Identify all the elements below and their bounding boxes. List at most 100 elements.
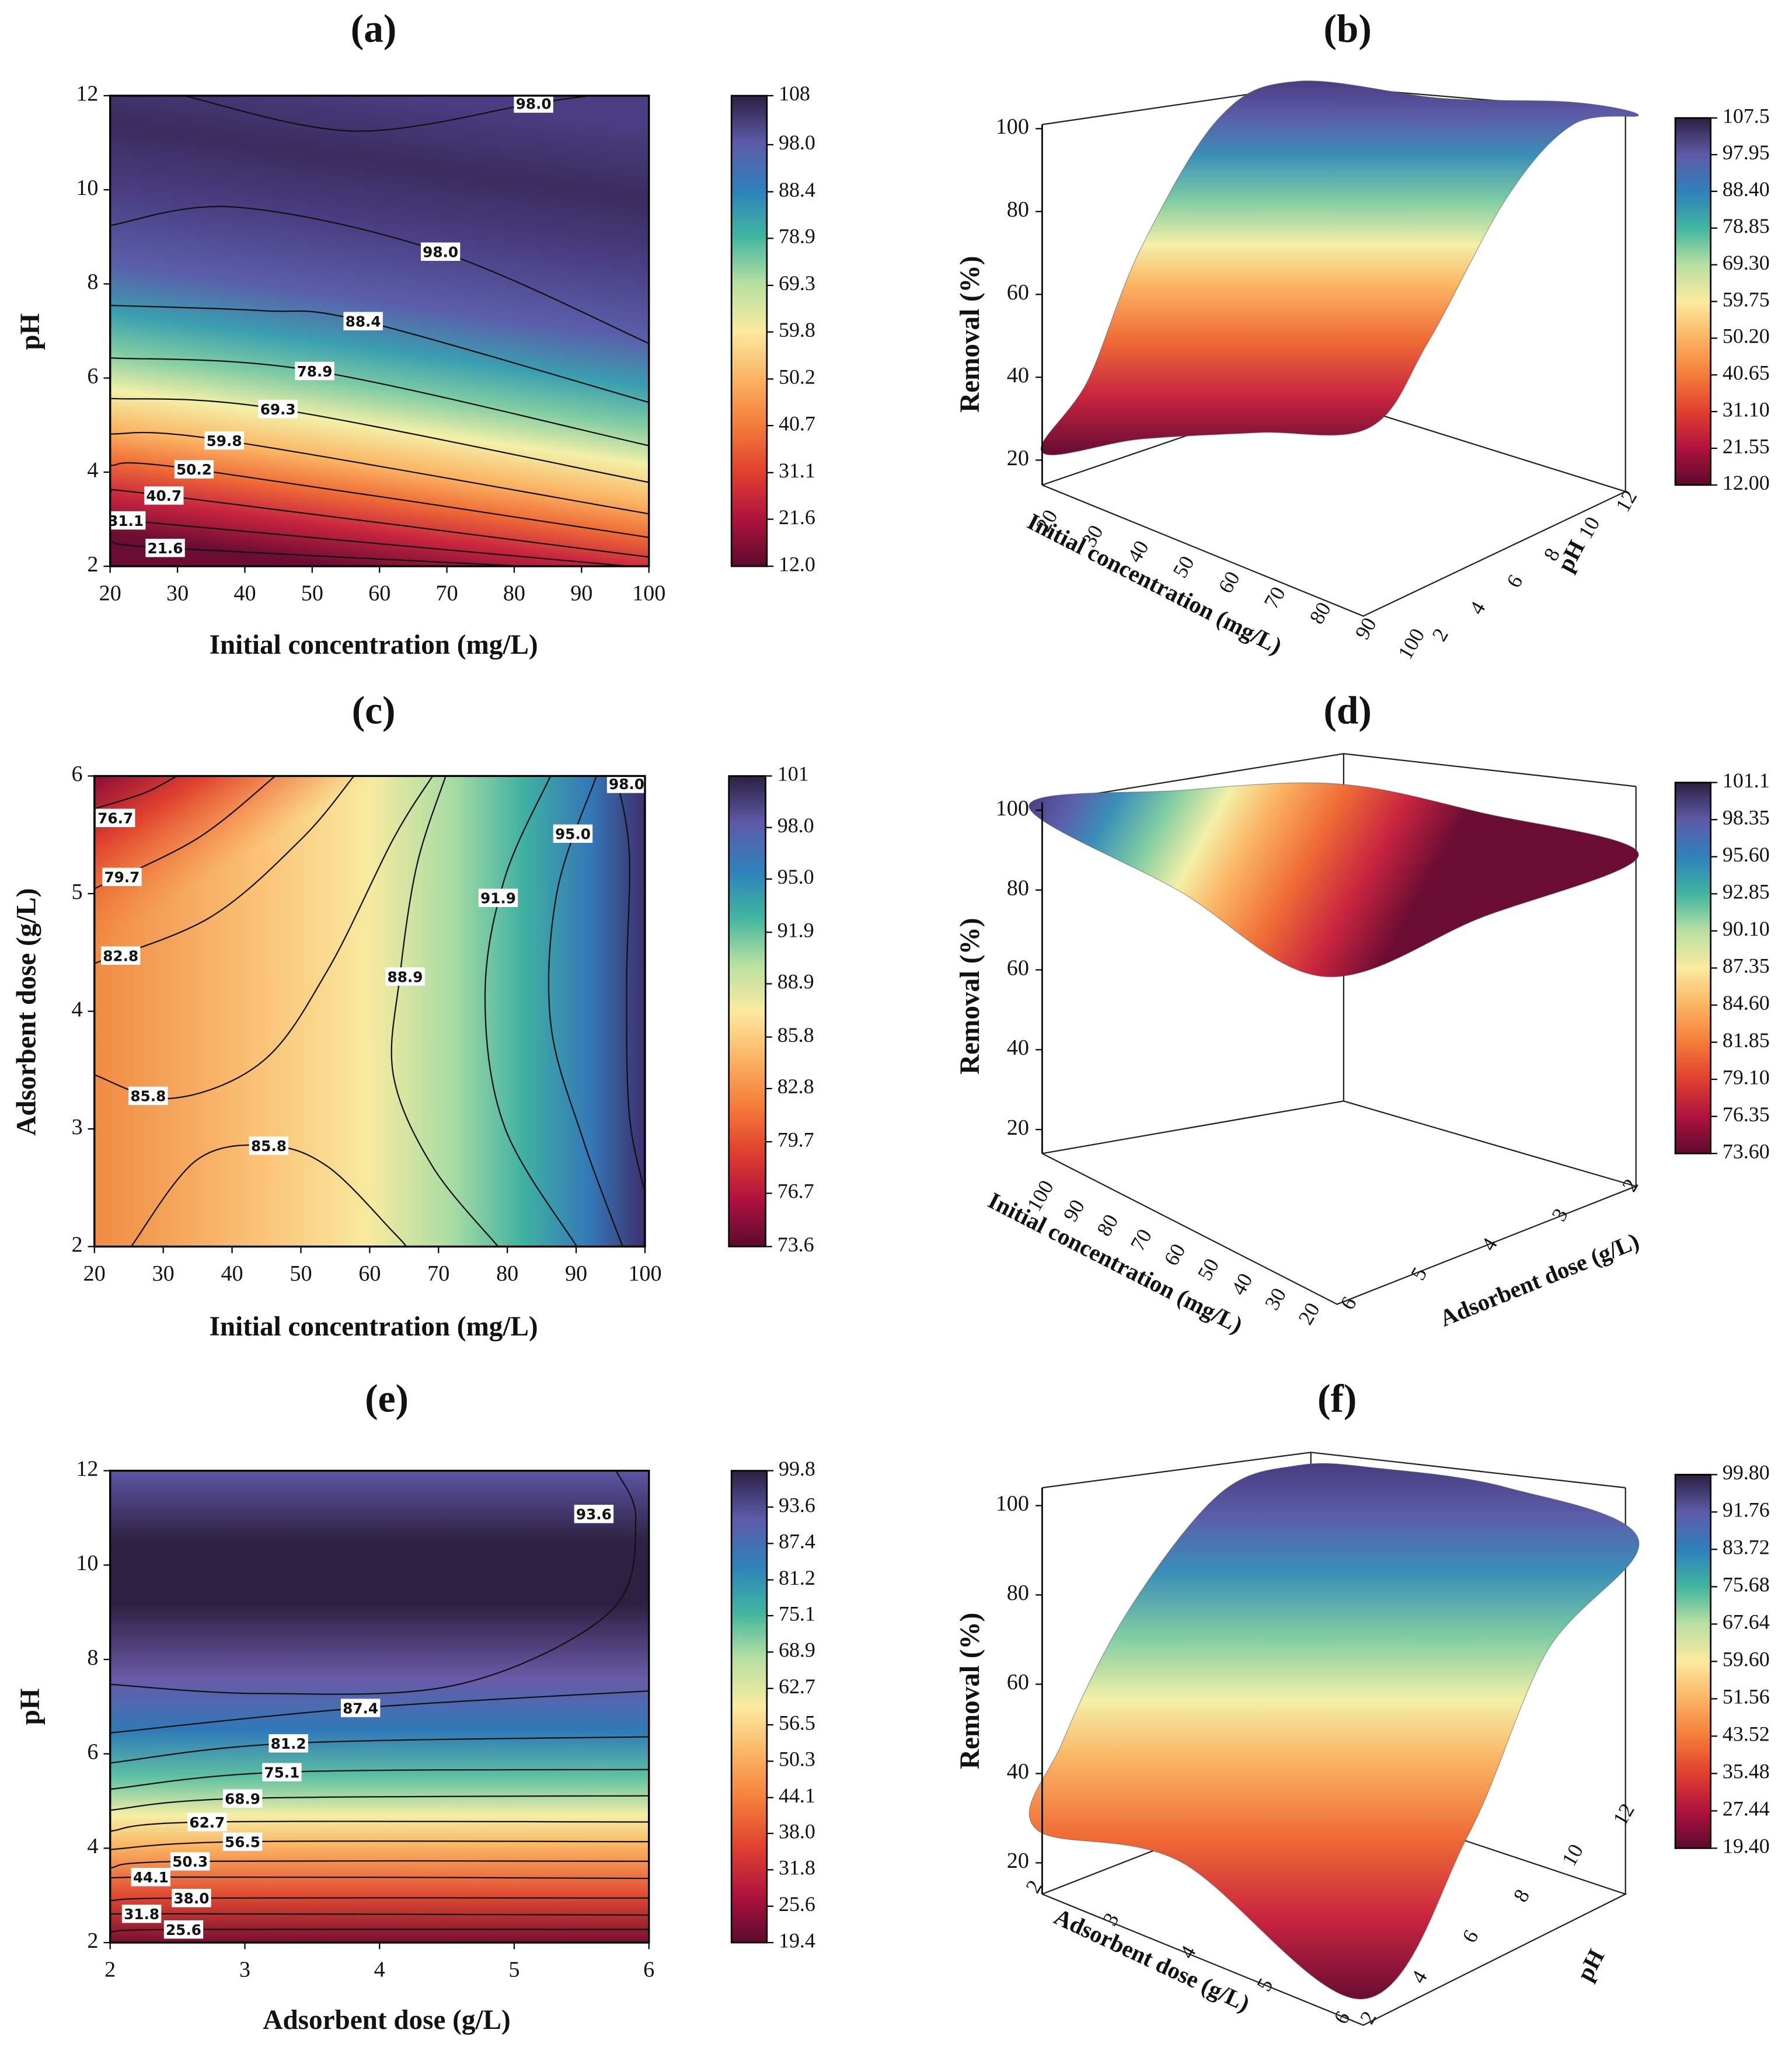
colorbar-tick-label: 51.56	[1723, 1685, 1770, 1708]
colorbar-tick-label: 78.9	[779, 225, 815, 248]
y-tick-label: 12	[1608, 1800, 1639, 1829]
colorbar-tick-label: 101	[778, 762, 809, 786]
colorbar-tick-label: 93.6	[779, 1493, 815, 1516]
contour-label: 59.8	[207, 433, 242, 449]
x-axis-label: Adsorbent dose (g/L)	[1050, 1903, 1254, 2017]
x-tick-label: 40	[233, 581, 256, 605]
colorbar-tick-label: 84.60	[1723, 991, 1770, 1014]
contour-label-box	[514, 95, 553, 113]
z-tick-label: 20	[1007, 446, 1029, 470]
x-tick-label: 100	[628, 1261, 661, 1286]
y-tick-label: 4	[1476, 1234, 1502, 1255]
contour-fill	[110, 95, 649, 567]
contour-line	[110, 305, 649, 403]
contour-label: 85.8	[251, 1138, 287, 1155]
colorbar-tick-label: 98.0	[778, 814, 814, 837]
colorbar-tick-label: 43.52	[1723, 1722, 1770, 1746]
colorbar	[730, 1470, 768, 1944]
y-tick-label: 3	[71, 1115, 82, 1139]
x-tick-label: 30	[152, 1261, 175, 1286]
contour-label-box	[295, 361, 334, 381]
colorbar-tick-label: 88.40	[1723, 177, 1770, 201]
x-tick-label: 50	[1193, 1254, 1224, 1284]
z-tick-label: 40	[1007, 1759, 1029, 1784]
colorbar-tick-label: 88.4	[779, 178, 815, 201]
contour-label: 88.4	[346, 313, 381, 330]
y-tick-label: 6	[87, 364, 98, 388]
colorbar-tick-label: 87.4	[779, 1530, 815, 1553]
contour-label: 98.0	[516, 96, 552, 113]
y-tick-label: 4	[71, 997, 82, 1021]
x-tick-label: 80	[503, 581, 525, 605]
contour-fill-hot	[94, 776, 645, 1247]
panel-title: (c)	[352, 688, 396, 732]
colorbar-tick-label: 91.76	[1723, 1498, 1770, 1522]
colorbar-tick-label: 25.6	[779, 1892, 815, 1916]
colorbar-tick-label: 21.6	[779, 505, 815, 529]
x-tick-label: 70	[427, 1261, 449, 1286]
contour-label: 31.8	[124, 1906, 159, 1923]
y-tick-label: 10	[1557, 1840, 1588, 1870]
x-tick-label: 5	[1252, 1975, 1278, 1996]
y-tick-label: 12	[1611, 486, 1642, 516]
colorbar-tick-label: 50.20	[1723, 325, 1770, 348]
y-tick-label: 4	[87, 1834, 98, 1858]
contour-line	[110, 462, 649, 538]
x-tick-label: 40	[1226, 1269, 1257, 1299]
x-tick-label: 100	[632, 581, 665, 605]
colorbar-tick-label: 50.3	[779, 1748, 815, 1771]
contour-label-box	[145, 538, 185, 557]
contour-line	[183, 95, 590, 132]
colorbar-tick-label: 99.80	[1723, 1461, 1770, 1484]
contour-label-box	[574, 1505, 614, 1523]
y-tick-label: 5	[71, 880, 82, 904]
y-axis-label: pH	[1571, 1945, 1609, 1985]
x-tick-label: 70	[435, 581, 458, 605]
contour-label: 95.0	[555, 826, 591, 843]
colorbar-tick-label: 79.7	[778, 1128, 814, 1151]
contour-label: 31.1	[108, 512, 144, 529]
panel-title: (a)	[351, 7, 397, 51]
contour-line	[110, 1795, 649, 1811]
x-tick-label: 80	[496, 1261, 518, 1286]
contour-label-box	[262, 1763, 302, 1781]
y-axis-label: pH	[15, 1688, 46, 1725]
contour-label: 91.9	[480, 890, 516, 907]
colorbar-tick-label: 31.10	[1723, 397, 1770, 421]
contour-label: 85.8	[130, 1088, 166, 1105]
contour-label-box	[187, 1812, 227, 1832]
contour-label-box	[249, 1136, 289, 1155]
contour-label-box	[385, 967, 425, 986]
contour-label-box	[144, 486, 184, 505]
colorbar-tick-label: 44.1	[779, 1784, 815, 1807]
contour-label: 44.1	[133, 1869, 169, 1886]
contour-line	[110, 1821, 649, 1832]
x-tick-label: 70	[1259, 583, 1290, 612]
x-axis-label: Initial concentration (mg/L)	[210, 630, 538, 660]
colorbar-tick-label: 85.8	[778, 1023, 814, 1047]
contour-label-box	[100, 946, 141, 965]
contour-line	[94, 776, 434, 1100]
contour-line	[110, 397, 649, 483]
x-tick-label: 6	[1329, 2007, 1355, 2028]
x-tick-label: 30	[1260, 1284, 1291, 1314]
contour-label: 75.1	[264, 1764, 299, 1781]
y-tick-label: 3	[1547, 1204, 1573, 1225]
colorbar-tick-label: 69.3	[779, 271, 815, 295]
contour-label-box	[420, 242, 461, 261]
colorbar-tick-label: 35.48	[1723, 1760, 1770, 1783]
colorbar-tick-label: 90.10	[1723, 917, 1770, 940]
colorbar-tick-label: 82.8	[778, 1075, 814, 1098]
x-tick-label: 50	[290, 1261, 312, 1286]
colorbar-tick-label: 92.85	[1723, 880, 1770, 904]
x-axis-label: Initial concentration (mg/L)	[210, 1312, 538, 1342]
contour-plot: 76.7 79.7 82.8 85.8 88.9 91.9 95.0 98.0 85.8	[94, 776, 645, 1247]
contour-line	[110, 431, 649, 515]
colorbar-tick-label: 83.72	[1723, 1536, 1770, 1559]
contour-line	[110, 1876, 649, 1883]
colorbar-tick-label: 73.6	[778, 1233, 814, 1256]
z-tick-label: 20	[1007, 1115, 1029, 1140]
contour-label-box	[222, 1789, 263, 1808]
surface	[1029, 782, 1639, 978]
